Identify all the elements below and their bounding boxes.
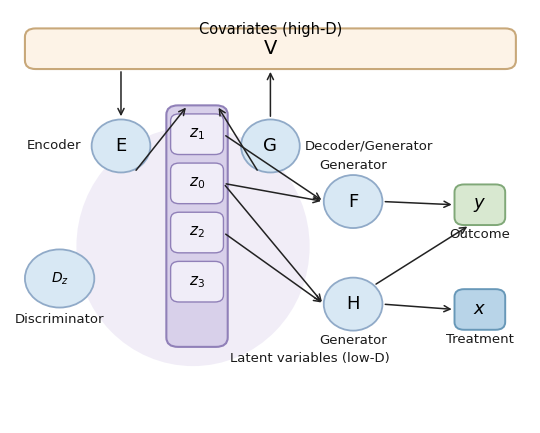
Text: Covariates (high-D): Covariates (high-D) — [199, 22, 342, 37]
Text: Generator: Generator — [319, 334, 387, 347]
FancyBboxPatch shape — [171, 262, 224, 302]
Text: G: G — [264, 137, 278, 155]
FancyBboxPatch shape — [455, 184, 505, 225]
Text: H: H — [346, 295, 360, 313]
Text: $D_z$: $D_z$ — [51, 270, 69, 287]
Text: $z_0$: $z_0$ — [189, 175, 205, 191]
Text: $z_2$: $z_2$ — [189, 225, 205, 240]
Text: Discriminator: Discriminator — [15, 313, 104, 326]
Text: Treatment: Treatment — [446, 333, 514, 346]
Text: Outcome: Outcome — [449, 229, 510, 242]
Text: V: V — [264, 39, 277, 58]
Text: $x$: $x$ — [473, 301, 487, 318]
Ellipse shape — [324, 175, 382, 228]
Text: $y$: $y$ — [473, 196, 487, 214]
FancyBboxPatch shape — [171, 212, 224, 253]
Text: $z_3$: $z_3$ — [189, 274, 205, 290]
Ellipse shape — [25, 249, 94, 307]
FancyBboxPatch shape — [166, 105, 228, 347]
Ellipse shape — [324, 278, 382, 331]
Text: E: E — [116, 137, 126, 155]
Text: Latent variables (low-D): Latent variables (low-D) — [231, 352, 390, 365]
Ellipse shape — [241, 120, 300, 172]
FancyBboxPatch shape — [455, 289, 505, 330]
Text: Generator: Generator — [319, 158, 387, 171]
Text: Encoder: Encoder — [26, 139, 81, 152]
FancyBboxPatch shape — [25, 29, 516, 69]
Text: $z_1$: $z_1$ — [189, 126, 205, 142]
Text: Decoder/Generator: Decoder/Generator — [305, 139, 434, 152]
FancyBboxPatch shape — [171, 114, 224, 155]
FancyBboxPatch shape — [171, 163, 224, 204]
Ellipse shape — [77, 127, 309, 366]
Ellipse shape — [92, 120, 150, 172]
Text: F: F — [348, 193, 358, 210]
